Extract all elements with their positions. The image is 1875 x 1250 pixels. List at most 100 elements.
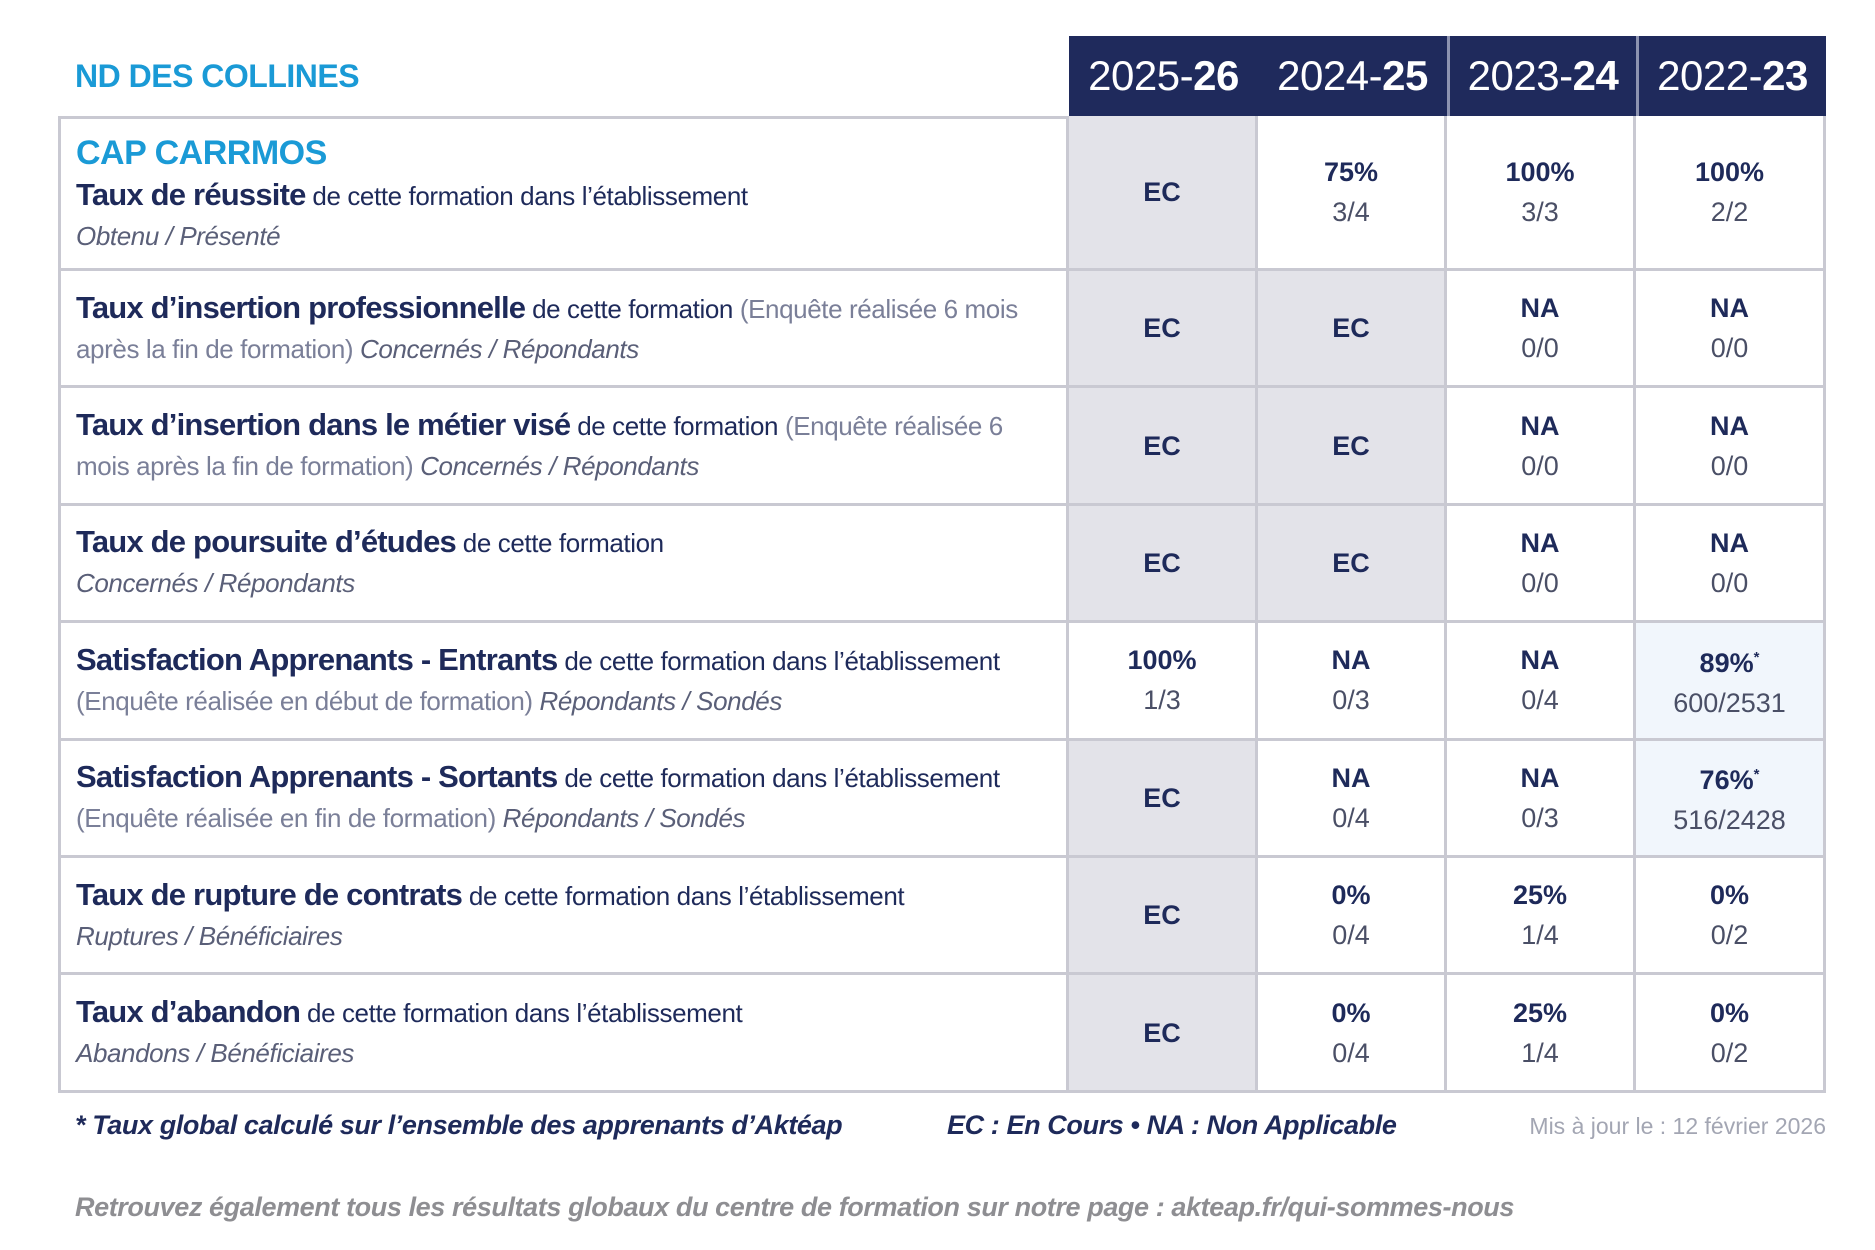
rate: EC bbox=[1143, 430, 1181, 461]
rate: EC bbox=[1143, 900, 1181, 931]
indicator-desc: de cette formation dans l’établissement bbox=[468, 880, 905, 911]
result-cell: NA 0/4 bbox=[1447, 623, 1636, 741]
rate: NA bbox=[1520, 762, 1560, 793]
rate-line: NA bbox=[1521, 758, 1560, 798]
row-text: Taux d’insertion professionnelle de cett… bbox=[76, 288, 1052, 369]
ratio: 1/3 bbox=[1143, 685, 1181, 716]
indicator-unit: Concernés / Répondants bbox=[360, 333, 639, 364]
year-end: 23 bbox=[1762, 52, 1808, 99]
footnote: * Taux global calculé sur l’ensemble des… bbox=[75, 1110, 843, 1140]
result-cell: EC bbox=[1069, 388, 1258, 506]
result-cell: 75% 3/4 bbox=[1258, 116, 1447, 271]
indicator-title: Taux de réussite bbox=[76, 177, 306, 212]
result-cell: EC bbox=[1258, 505, 1447, 624]
rate-line: 100% bbox=[1695, 152, 1764, 192]
result-cell: NA 0/3 bbox=[1447, 740, 1636, 858]
rate-line: 100% bbox=[1505, 152, 1574, 192]
rate: 0% bbox=[1331, 997, 1371, 1028]
rate-line: 89%* bbox=[1700, 638, 1760, 683]
rate-line: 75% bbox=[1324, 152, 1378, 192]
year-header: 2024- 25 bbox=[1258, 36, 1447, 116]
indicator-title: Taux d’insertion professionnelle bbox=[76, 289, 526, 325]
rate-line: EC bbox=[1332, 426, 1370, 466]
rate: EC bbox=[1332, 313, 1370, 344]
indicator-desc: de cette formation bbox=[532, 293, 733, 324]
year-end: 26 bbox=[1193, 52, 1239, 99]
rate-line: 0% bbox=[1331, 875, 1370, 915]
result-cell: EC bbox=[1069, 975, 1258, 1093]
result-cell: 100% 3/3 bbox=[1447, 116, 1636, 271]
row-label: Satisfaction Apprenants - Entrants de ce… bbox=[58, 623, 1069, 741]
row-label: Taux de poursuite d’études de cette form… bbox=[58, 505, 1069, 624]
result-cell: EC bbox=[1258, 271, 1447, 389]
update-date: Mis à jour le : 12 février 2026 bbox=[1529, 1113, 1826, 1139]
result-cell: 25% 1/4 bbox=[1447, 975, 1636, 1093]
ratio: 0/4 bbox=[1521, 685, 1559, 716]
rate-line: NA bbox=[1332, 640, 1371, 680]
rate-line: NA bbox=[1710, 288, 1749, 328]
rate: NA bbox=[1331, 762, 1371, 793]
indicator-title: Taux d’abandon bbox=[76, 994, 301, 1030]
indicator-note: (Enquête réalisée en fin de formation) bbox=[76, 803, 496, 834]
row-label: Taux de rupture de contrats de cette for… bbox=[58, 857, 1069, 976]
row-text: Taux de poursuite d’études de cette form… bbox=[76, 522, 1052, 603]
rate-line: 0% bbox=[1710, 993, 1749, 1033]
rate-line: EC bbox=[1143, 308, 1181, 348]
indicator-title: Taux de rupture de contrats bbox=[76, 876, 463, 912]
rate: 0% bbox=[1331, 880, 1371, 911]
ratio: 0/4 bbox=[1332, 802, 1370, 833]
indicator-unit: Abandons / Bénéficiaires bbox=[76, 1038, 355, 1069]
ratio: 0/2 bbox=[1710, 920, 1749, 951]
rate: EC bbox=[1332, 430, 1370, 461]
result-cell: NA 0/0 bbox=[1636, 271, 1826, 389]
rate: 100% bbox=[1505, 157, 1575, 187]
rate: EC bbox=[1143, 177, 1181, 207]
year-header: 2025- 26 bbox=[1069, 36, 1258, 116]
ratio: 0/0 bbox=[1710, 567, 1749, 598]
result-cell: 0% 0/4 bbox=[1258, 857, 1447, 976]
rate: NA bbox=[1331, 645, 1371, 676]
rate-line: EC bbox=[1143, 1013, 1181, 1053]
ratio: 0/0 bbox=[1710, 450, 1749, 481]
ratio: 0/3 bbox=[1521, 802, 1559, 833]
footer-link: Retrouvez également tous les résultats g… bbox=[75, 1192, 1515, 1222]
rate-line: EC bbox=[1143, 543, 1181, 583]
result-cell: 0% 0/4 bbox=[1258, 975, 1447, 1093]
ratio: 0/4 bbox=[1332, 1037, 1370, 1068]
rate-line: NA bbox=[1710, 523, 1749, 563]
rate: NA bbox=[1520, 527, 1560, 558]
year-start: 2025- bbox=[1088, 52, 1194, 99]
rate: 89% bbox=[1699, 647, 1754, 678]
ratio: 600/2531 bbox=[1673, 687, 1786, 718]
rate-line: NA bbox=[1521, 523, 1560, 563]
indicator-unit: Répondants / Sondés bbox=[539, 685, 782, 716]
result-cell: NA 0/0 bbox=[1447, 271, 1636, 389]
result-cell: NA 0/3 bbox=[1258, 623, 1447, 741]
result-cell: 25% 1/4 bbox=[1447, 857, 1636, 976]
rate: NA bbox=[1710, 410, 1749, 441]
indicator-unit: Ruptures / Bénéficiaires bbox=[76, 920, 343, 951]
row-text: Taux d’abandon de cette formation dans l… bbox=[76, 992, 1052, 1073]
result-cell: EC bbox=[1069, 116, 1258, 271]
result-cell: EC bbox=[1069, 271, 1258, 389]
ratio: 0/0 bbox=[1521, 450, 1559, 481]
program-name: CAP CARRMOS bbox=[76, 134, 327, 172]
legend: EC : En Cours • NA : Non Applicable bbox=[947, 1110, 1397, 1140]
result-cell: 100% 1/3 bbox=[1069, 623, 1258, 741]
row-label: CAP CARRMOS Taux de réussite de cette for… bbox=[58, 116, 1069, 271]
year-header: 2022- 23 bbox=[1636, 36, 1826, 116]
rate-line: NA bbox=[1710, 406, 1749, 446]
ratio: 2/2 bbox=[1710, 197, 1749, 227]
indicator-title: Satisfaction Apprenants - Sortants bbox=[76, 759, 558, 795]
year-end: 25 bbox=[1382, 52, 1428, 99]
ratio: 0/0 bbox=[1521, 567, 1559, 598]
result-cell: 0% 0/2 bbox=[1636, 975, 1826, 1093]
indicator-title: Satisfaction Apprenants - Entrants bbox=[76, 641, 558, 677]
rate: 25% bbox=[1512, 880, 1568, 911]
result-cell: NA 0/0 bbox=[1636, 388, 1826, 506]
rate: NA bbox=[1520, 293, 1560, 324]
year-end: 24 bbox=[1572, 52, 1619, 99]
asterisk: * bbox=[1753, 766, 1760, 784]
result-cell: NA 0/4 bbox=[1258, 740, 1447, 858]
